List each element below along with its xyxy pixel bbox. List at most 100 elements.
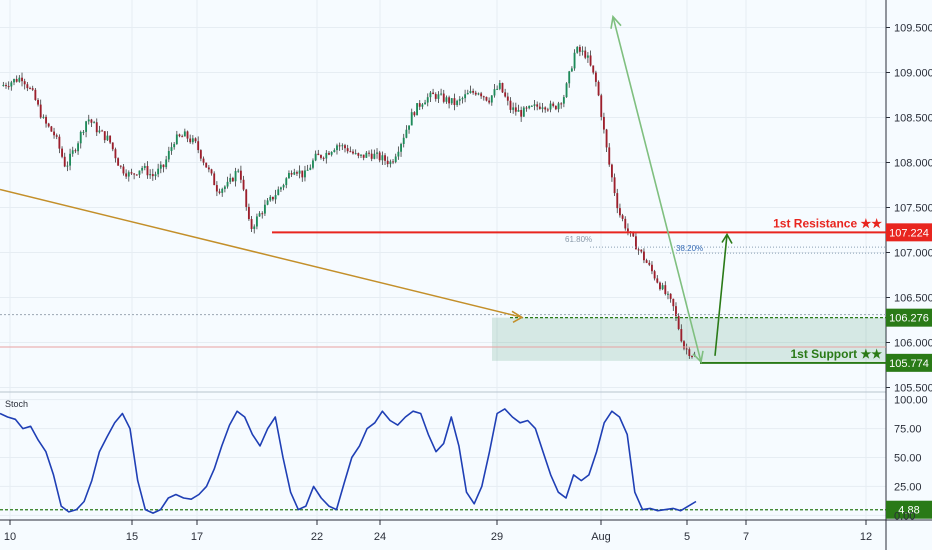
candle-body (376, 152, 378, 154)
candle-body (133, 173, 136, 175)
candle-body (450, 98, 453, 104)
candle-body (215, 185, 218, 192)
candle-body (95, 122, 98, 133)
candle-body (312, 160, 314, 168)
candle-body (477, 93, 480, 95)
candle-body (125, 173, 128, 177)
candle-body (338, 145, 341, 147)
candle-body (618, 208, 621, 216)
candle-body (605, 129, 608, 148)
candle-body (167, 151, 170, 160)
candle-body (274, 195, 277, 200)
candle-body (408, 125, 410, 130)
candle-body (437, 94, 440, 99)
candle-body (453, 98, 456, 105)
candle-body (488, 100, 491, 103)
candle-body (117, 158, 120, 166)
candle-body (466, 92, 469, 95)
candle-body (514, 107, 517, 112)
candle-body (261, 213, 264, 215)
candle-body (474, 92, 477, 95)
price-tick-label: 107.500 (894, 203, 932, 215)
candle-body (570, 68, 573, 72)
candle-body (250, 219, 253, 229)
candle-body (544, 107, 547, 110)
support-price-label: 105.774 (889, 358, 929, 370)
candle-body (426, 97, 429, 103)
candle-body (98, 130, 101, 133)
candle-body (37, 99, 39, 105)
time-tick-label: 24 (374, 531, 386, 543)
candle-body (7, 86, 10, 88)
candle-body (456, 100, 459, 105)
candle-body (202, 158, 205, 163)
candle-body (461, 98, 464, 100)
candle-body (416, 103, 418, 116)
stoch-tick-label: 25.00 (894, 481, 922, 493)
candle-body (239, 170, 242, 180)
candle-body (410, 112, 413, 126)
candle-body (496, 88, 499, 90)
candle-body (159, 164, 162, 169)
candle-body (418, 103, 421, 107)
candle-body (149, 174, 152, 176)
candle-body (63, 156, 66, 167)
candle-body (520, 110, 523, 117)
candle-body (627, 228, 629, 232)
candle-body (186, 131, 189, 139)
candle-body (119, 165, 122, 167)
candle-body (277, 189, 280, 196)
candle-body (490, 95, 493, 103)
candle-body (683, 341, 685, 349)
candle-body (667, 293, 669, 295)
candle-body (263, 204, 266, 214)
price-tick-label: 105.500 (894, 383, 932, 395)
axes: 109.500 109.000 108.500 108.000 107.500 107.0… (4, 23, 932, 544)
candle-body (688, 349, 691, 356)
candle-body (562, 97, 565, 104)
candle-body (39, 104, 42, 118)
candle-body (154, 174, 157, 177)
candle-body (565, 83, 568, 98)
candle-body (191, 138, 194, 143)
candle-body (175, 134, 178, 145)
candle-body (680, 329, 683, 342)
candle-body (282, 185, 285, 188)
candle-body (592, 65, 595, 73)
candle-body (141, 167, 144, 171)
candle-body (85, 121, 88, 132)
candle-body (533, 104, 536, 106)
candle-body (421, 104, 424, 107)
candle-body (632, 232, 635, 237)
candle-body (258, 213, 261, 217)
candle-body (370, 153, 373, 159)
candle-body (221, 188, 224, 193)
candle-body (61, 148, 63, 157)
candle-body (269, 196, 272, 201)
candle-body (384, 155, 386, 161)
candle-body (640, 249, 643, 252)
candle-body (293, 172, 296, 175)
candle-body (280, 187, 282, 190)
candle-body (528, 105, 531, 109)
candle-body (405, 129, 408, 138)
candle-body (672, 298, 675, 307)
time-tick-label: 5 (684, 531, 690, 543)
candle-body (66, 165, 69, 167)
candle-body (71, 150, 74, 154)
candle-body (509, 100, 512, 110)
candle-body (448, 97, 451, 104)
stoch-tick-label: 75.00 (894, 424, 922, 436)
candle-body (93, 122, 96, 124)
time-tick-label: 29 (491, 531, 503, 543)
price-tick-label: 108.500 (894, 113, 932, 125)
candle-body (157, 168, 160, 175)
candle-body (536, 104, 539, 107)
stoch-line (0, 408, 697, 514)
candle-body (691, 355, 693, 357)
annotations: 1st Resistance ★★ 107.224 1st Support ★★ 10… (0, 14, 932, 372)
candle-body (434, 94, 437, 99)
candle-body (522, 107, 525, 117)
candle-body (122, 166, 125, 174)
